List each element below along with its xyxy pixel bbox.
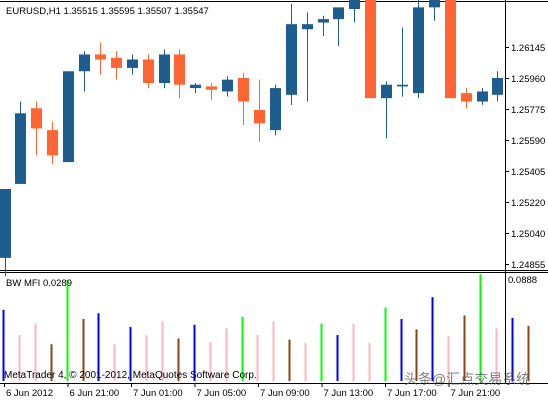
- candle[interactable]: [95, 42, 106, 75]
- candle-body-bull: [429, 0, 440, 8]
- candle[interactable]: [254, 79, 265, 142]
- price-tick-label: 1.25775: [511, 105, 545, 116]
- candle-body-bear: [143, 59, 154, 84]
- candle-body-bear: [95, 54, 106, 60]
- candle[interactable]: [477, 88, 488, 105]
- candle[interactable]: [47, 121, 58, 164]
- candle-body-bear: [461, 93, 472, 102]
- candle[interactable]: [79, 51, 90, 92]
- candle-body-bear: [47, 130, 58, 156]
- candle[interactable]: [143, 54, 154, 89]
- candle[interactable]: [238, 72, 249, 126]
- candle[interactable]: [492, 71, 503, 102]
- price-tick-label: 1.24855: [511, 260, 545, 271]
- candle[interactable]: [222, 76, 233, 97]
- copyright-text: MetaTrader 4, © 2001-2012, MetaQuotes So…: [4, 370, 257, 381]
- time-tick-label: 7 Jun 05:00: [197, 388, 247, 399]
- time-tick-label: 6 Jun 2012: [6, 388, 53, 399]
- candle-body-bull: [397, 84, 408, 87]
- candle[interactable]: [206, 83, 217, 100]
- candle-body-bull: [492, 77, 503, 95]
- candle[interactable]: [318, 15, 329, 36]
- time-tick-label: 7 Jun 13:00: [324, 388, 374, 399]
- candle-body-bear: [365, 0, 376, 99]
- candle[interactable]: [445, 0, 456, 99]
- time-tick-label: 7 Jun 09:00: [260, 388, 310, 399]
- candle[interactable]: [127, 54, 138, 75]
- candle[interactable]: [413, 0, 424, 99]
- candle-body-bull: [0, 188, 11, 258]
- candle-body-bear: [31, 108, 42, 129]
- candle-body-bull: [381, 84, 392, 99]
- candle-body-bear: [174, 54, 185, 85]
- candle[interactable]: [159, 49, 170, 89]
- price-tick-label: 1.25220: [511, 198, 545, 209]
- time-tick-label: 7 Jun 21:00: [451, 388, 501, 399]
- candle-body-bear: [206, 86, 217, 90]
- candle-body-bull: [318, 19, 329, 23]
- candle[interactable]: [302, 12, 313, 102]
- time-axis: 6 Jun 2012 6 Jun 21:00 7 Jun 01:00 7 Jun 05…: [4, 383, 501, 399]
- candle[interactable]: [381, 81, 392, 139]
- price-tick-label: 1.25405: [511, 167, 545, 178]
- candle[interactable]: [365, 0, 376, 99]
- candle-body-bull: [127, 59, 138, 68]
- price-axis: 1.26145 1.25960 1.25775 1.25590 1.25405 1.252…: [505, 43, 545, 271]
- candle-body-bull: [349, 0, 360, 10]
- time-tick-label: 7 Jun 01:00: [133, 388, 183, 399]
- candle-body-bull: [270, 88, 281, 131]
- indicator-scale-max-label: 0.0888: [508, 275, 537, 286]
- bw-mfi-panel[interactable]: [2, 274, 530, 381]
- candle-body-bull: [286, 24, 297, 95]
- candle-body-bull: [79, 54, 90, 72]
- candle[interactable]: [286, 4, 297, 105]
- candle[interactable]: [0, 188, 11, 277]
- symbol-header: EURUSD,H1 1.35515 1.35595 1.35507 1.3554…: [6, 6, 209, 17]
- candle[interactable]: [174, 49, 185, 99]
- candle-body-bear: [111, 57, 122, 68]
- candle-body-bear: [445, 0, 456, 99]
- price-tick-label: 1.25960: [511, 74, 545, 85]
- candle[interactable]: [190, 83, 201, 94]
- price-tick-label: 1.25040: [511, 229, 545, 240]
- candle-body-bull: [159, 54, 170, 84]
- indicator-name-label: BW MFI 0.0289: [6, 278, 72, 289]
- time-tick-label: 7 Jun 17:00: [387, 388, 437, 399]
- candle-body-bear: [254, 109, 265, 124]
- candle[interactable]: [63, 71, 74, 163]
- candle[interactable]: [15, 101, 26, 184]
- candle-body-bull: [15, 113, 26, 184]
- candle[interactable]: [111, 51, 122, 80]
- candle-body-bull: [477, 91, 488, 102]
- candle-body-bull: [190, 84, 201, 89]
- price-tick-label: 1.26145: [511, 43, 545, 54]
- candle-body-bull: [333, 7, 344, 20]
- candle-body-bear: [238, 77, 249, 102]
- candle-body-bull: [63, 71, 74, 163]
- candle[interactable]: [349, 0, 360, 23]
- candle[interactable]: [429, 0, 440, 21]
- candle[interactable]: [31, 101, 42, 156]
- watermark-text: 头条@汇点交易系统: [404, 371, 530, 387]
- candle[interactable]: [333, 7, 344, 47]
- candle-body-bull: [222, 79, 233, 92]
- candle-body-bull: [302, 24, 313, 30]
- time-tick-label: 6 Jun 21:00: [70, 388, 120, 399]
- candle-body-bull: [413, 7, 424, 94]
- candle[interactable]: [461, 88, 472, 109]
- price-tick-label: 1.25590: [511, 136, 545, 147]
- candle[interactable]: [270, 84, 281, 136]
- price-chart-panel[interactable]: [0, 0, 503, 277]
- candle[interactable]: [397, 27, 408, 97]
